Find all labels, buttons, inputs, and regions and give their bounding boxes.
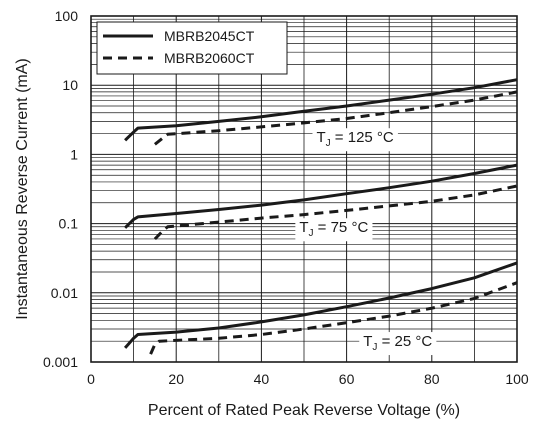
x-tick-label: 20 bbox=[168, 371, 184, 387]
data-series bbox=[123, 78, 518, 355]
temperature-annotation: TJ = 25 °C bbox=[359, 332, 437, 356]
y-tick-label: 0.001 bbox=[43, 354, 78, 370]
temperature-annotation: TJ = 75 °C bbox=[295, 218, 373, 242]
y-tick-label: 1 bbox=[70, 146, 78, 162]
x-tick-label: 100 bbox=[505, 371, 529, 387]
plot-frame bbox=[90, 15, 518, 363]
x-tick-label: 40 bbox=[254, 371, 270, 387]
dashed-curve-mbrb2060ct bbox=[153, 90, 518, 146]
annotations: TJ = 125 °C TJ = 75 °C TJ = 25 °C bbox=[295, 128, 437, 356]
solid-curve-mbrb2045ct bbox=[123, 261, 518, 349]
y-tick-label: 0.1 bbox=[59, 216, 79, 232]
legend-box bbox=[96, 21, 288, 75]
annotation-label: TJ = 125 °C bbox=[316, 129, 393, 149]
annotation-background bbox=[359, 332, 437, 356]
dashed-curve-mbrb2060ct bbox=[149, 281, 518, 355]
legend: MBRB2045CT MBRB2060CT bbox=[96, 21, 288, 75]
annotation-label: TJ = 25 °C bbox=[363, 333, 432, 353]
x-tick-label: 0 bbox=[87, 371, 95, 387]
x-axis-label: Percent of Rated Peak Reverse Voltage (%… bbox=[148, 402, 460, 419]
annotation-label: TJ = 75 °C bbox=[299, 219, 368, 239]
solid-curve-mbrb2045ct bbox=[124, 163, 518, 229]
legend-label: MBRB2060CT bbox=[164, 50, 255, 66]
tick-labels: 0 20 40 60 80 100 0.001 0.01 0.1 1 10 100 bbox=[43, 8, 529, 387]
y-tick-label: 0.01 bbox=[51, 285, 78, 301]
legend-label: MBRB2045CT bbox=[164, 28, 255, 44]
y-tick-label: 100 bbox=[55, 8, 79, 24]
temperature-annotation: TJ = 125 °C bbox=[312, 128, 398, 152]
y-tick-label: 10 bbox=[62, 77, 78, 93]
x-tick-label: 80 bbox=[424, 371, 440, 387]
solid-curve-mbrb2045ct bbox=[124, 78, 518, 142]
y-axis-label: Instantaneous Reverse Current (mA) bbox=[14, 58, 31, 319]
dashed-curve-mbrb2060ct bbox=[153, 184, 518, 241]
annotation-background bbox=[312, 128, 398, 152]
x-tick-label: 60 bbox=[339, 371, 355, 387]
annotation-background bbox=[295, 218, 373, 242]
